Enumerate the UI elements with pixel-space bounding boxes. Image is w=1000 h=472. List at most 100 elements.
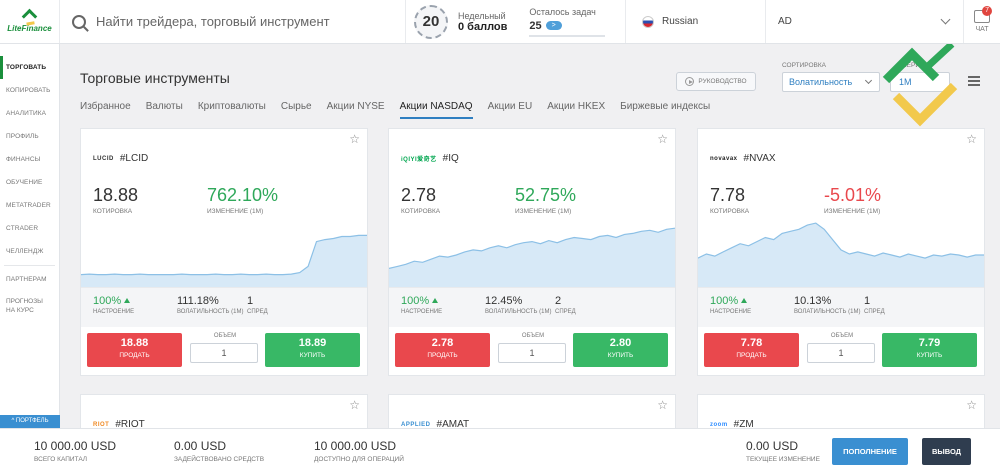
portfolio-toggle[interactable]: ^ ПОРТФЕЛЬ bbox=[0, 415, 60, 428]
tab-crypto[interactable]: Криптовалюты bbox=[197, 101, 266, 112]
sort-select[interactable]: Волатильность bbox=[782, 72, 880, 92]
trade-controls: 7.78 ПРОДАТЬ ОБЪЕМ 7.79 КУПИТЬ bbox=[698, 327, 984, 375]
quote-label: КОТИРОВКА bbox=[93, 208, 133, 215]
tab-indices[interactable]: Биржевые индексы bbox=[620, 101, 711, 112]
volume-label: ОБЪЕМ bbox=[213, 333, 237, 339]
logo-icon bbox=[23, 11, 37, 23]
spread-label: СПРЕД bbox=[555, 309, 576, 315]
buy-label: КУПИТЬ bbox=[916, 352, 943, 359]
sell-button[interactable]: 2.78 ПРОДАТЬ bbox=[395, 333, 490, 367]
ticker-name: #LCID bbox=[119, 153, 149, 164]
sidebar-item-partners[interactable]: ПАРТНЕРАМ bbox=[6, 276, 47, 283]
russia-flag-icon bbox=[642, 15, 654, 28]
ticker-name: #AMAT bbox=[436, 419, 470, 428]
tab-nasdaq[interactable]: Акции NASDAQ bbox=[399, 101, 473, 119]
trade-controls: 2.78 ПРОДАТЬ ОБЪЕМ 2.80 КУПИТЬ bbox=[389, 327, 675, 375]
volatility-label: ВОЛАТИЛЬНОСТЬ (1М) bbox=[485, 309, 552, 315]
star-icon[interactable]: ☆ bbox=[349, 398, 360, 412]
total-capital: 10 000.00 USD ВСЕГО КАПИТАЛ bbox=[34, 439, 116, 463]
sidebar-item-challenge[interactable]: ЧЕЛЛЕНДЖ bbox=[6, 248, 44, 255]
logo[interactable]: LiteFinance bbox=[0, 0, 60, 43]
tasks-remaining: Осталось задач 25 > bbox=[529, 7, 619, 37]
sidebar-item-finance[interactable]: ФИНАНСЫ bbox=[6, 156, 41, 163]
sidebar-item-trade[interactable]: ТОРГОВАТЬ bbox=[0, 56, 59, 79]
chat-label: ЧАТ bbox=[975, 26, 989, 33]
buy-label: КУПИТЬ bbox=[299, 352, 326, 359]
ticker-name: #IQ bbox=[442, 153, 459, 164]
sidebar-item-copy[interactable]: КОПИРОВАТЬ bbox=[6, 87, 51, 94]
ticker-logo: RIOT bbox=[93, 421, 110, 428]
withdraw-button[interactable]: ВЫВОД bbox=[922, 438, 971, 465]
account-selector[interactable]: AD bbox=[766, 0, 964, 43]
language-selector[interactable]: Russian bbox=[626, 0, 766, 43]
star-icon[interactable]: ☆ bbox=[657, 132, 668, 146]
volume-label: ОБЪЕМ bbox=[521, 333, 545, 339]
sentiment-label: НАСТРОЕНИЕ bbox=[401, 309, 443, 315]
chat-badge: 7 bbox=[982, 6, 992, 16]
tab-hkex[interactable]: Акции HKEX bbox=[547, 101, 606, 112]
weekly-challenge[interactable]: 20 Недельный 0 баллов Осталось задач 25 … bbox=[406, 0, 626, 43]
guide-button[interactable]: РУКОВОДСТВО bbox=[676, 72, 756, 91]
buy-button[interactable]: 7.79 КУПИТЬ bbox=[882, 333, 977, 367]
sidebar-item-ctrader[interactable]: CTRADER bbox=[6, 225, 39, 232]
tab-currencies[interactable]: Валюты bbox=[145, 101, 183, 112]
sidebar-item-forecasts[interactable]: ПРОГНОЗЫ НА КУРС bbox=[6, 298, 43, 314]
sell-price: 2.78 bbox=[431, 337, 454, 349]
ticker-logo: LUCID bbox=[93, 155, 114, 162]
tab-commodities[interactable]: Сырье bbox=[280, 101, 312, 112]
deposit-button[interactable]: ПОПОЛНЕНИЕ bbox=[832, 438, 908, 465]
spread-value: 2 bbox=[555, 295, 562, 307]
star-icon[interactable]: ☆ bbox=[966, 132, 977, 146]
page-title: Торговые инструменты bbox=[80, 70, 230, 86]
ticker-name: #RIOT bbox=[115, 419, 145, 428]
instrument-tabs: Избранное Валюты Криптовалюты Сырье Акци… bbox=[80, 101, 725, 119]
price-sparkline bbox=[81, 234, 367, 287]
search-input[interactable] bbox=[96, 14, 386, 29]
sort-value: Волатильность bbox=[789, 77, 853, 87]
volume-input[interactable] bbox=[807, 343, 875, 363]
sidebar-item-analytics[interactable]: АНАЛИТИКА bbox=[6, 110, 47, 117]
volume-input[interactable] bbox=[190, 343, 258, 363]
spread: 1 СПРЕД bbox=[247, 295, 268, 315]
chat-icon bbox=[974, 10, 990, 23]
instrument-card-partial[interactable]: ☆ zoom #ZM bbox=[697, 394, 985, 428]
instrument-card[interactable]: ☆ novavax #NVAX 7.78 КОТИРОВКА -5.01% ИЗ… bbox=[697, 128, 985, 376]
change-value: 52.75% bbox=[515, 185, 577, 205]
ticker-logo: APPLIED bbox=[401, 421, 431, 428]
price-sparkline bbox=[389, 227, 675, 287]
star-icon[interactable]: ☆ bbox=[966, 398, 977, 412]
quote-value: 7.78 bbox=[710, 185, 746, 205]
tab-nyse[interactable]: Акции NYSE bbox=[326, 101, 385, 112]
buy-button[interactable]: 2.80 КУПИТЬ bbox=[573, 333, 668, 367]
volume-input[interactable] bbox=[498, 343, 566, 363]
tab-eu[interactable]: Акции EU bbox=[487, 101, 533, 112]
instrument-card[interactable]: ☆ LUCID #LCID 18.88 КОТИРОВКА 762.10% ИЗ… bbox=[80, 128, 368, 376]
sentiment: 100% НАСТРОЕНИЕ bbox=[93, 295, 134, 315]
quote-value: 18.88 bbox=[93, 185, 139, 205]
spread: 1 СПРЕД bbox=[864, 295, 885, 315]
instrument-card-partial[interactable]: ☆ APPLIED #AMAT bbox=[388, 394, 676, 428]
instrument-card[interactable]: ☆ iQIYI爱奇艺 #IQ 2.78 КОТИРОВКА 52.75% ИЗМ… bbox=[388, 128, 676, 376]
star-icon[interactable]: ☆ bbox=[657, 398, 668, 412]
buy-button[interactable]: 18.89 КУПИТЬ bbox=[265, 333, 360, 367]
tab-favorites[interactable]: Избранное bbox=[80, 101, 131, 112]
guide-button-label: РУКОВОДСТВО bbox=[698, 78, 747, 85]
current-change: 0.00 USD ТЕКУЩЕЕ ИЗМЕНЕНИЕ bbox=[746, 439, 820, 463]
sentiment-value: 100% bbox=[710, 295, 739, 307]
tasks-label: Осталось задач bbox=[529, 6, 596, 17]
sidebar-item-metatrader[interactable]: METATRADER bbox=[6, 202, 51, 209]
chat-button[interactable]: 7 ЧАТ bbox=[964, 0, 1000, 43]
top-bar: LiteFinance 20 Недельный 0 баллов Остало… bbox=[0, 0, 1000, 44]
funds-used-value: 0.00 USD bbox=[174, 439, 227, 453]
sidebar-item-profile[interactable]: ПРОФИЛЬ bbox=[6, 133, 39, 140]
sidebar-item-education[interactable]: ОБУЧЕНИЕ bbox=[6, 179, 43, 186]
star-icon[interactable]: ☆ bbox=[349, 132, 360, 146]
list-view-icon[interactable] bbox=[968, 76, 980, 86]
volatility-label: ВОЛАТИЛЬНОСТЬ (1М) bbox=[177, 309, 244, 315]
sell-button[interactable]: 7.78 ПРОДАТЬ bbox=[704, 333, 799, 367]
sell-button[interactable]: 18.88 ПРОДАТЬ bbox=[87, 333, 182, 367]
available-funds-value: 10 000.00 USD bbox=[314, 439, 397, 453]
tasks-arrow-button[interactable]: > bbox=[545, 21, 562, 30]
instrument-card-partial[interactable]: ☆ RIOT #RIOT bbox=[80, 394, 368, 428]
search-bar bbox=[60, 0, 406, 43]
